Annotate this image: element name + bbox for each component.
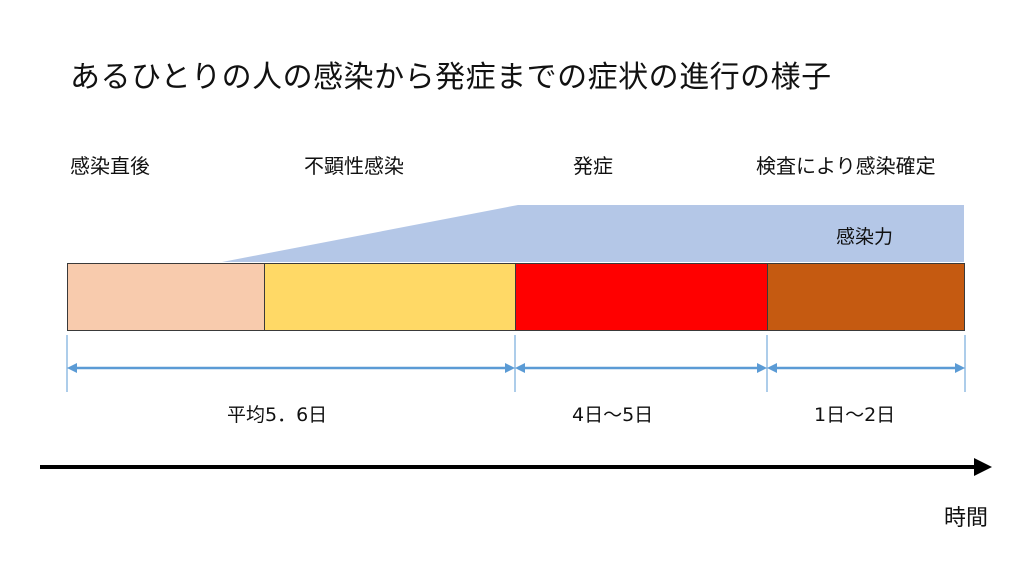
phase-label-immediate: 感染直後 [70,154,150,178]
time-axis-arrowhead [974,458,992,476]
phase-label-onset: 発症 [573,154,613,178]
arrowhead [67,363,77,373]
arrowhead [515,363,525,373]
diagram-title: あるひとりの人の感染から発症までの症状の進行の様子 [70,60,832,95]
phase-label-confirmed: 検査により感染確定 [756,154,936,178]
duration-label-confirm: 1日～2日 [814,404,896,426]
duration-label-onset: 4日～5日 [572,404,654,426]
bar-segment-onset [515,263,768,331]
bar-segment-immediate [67,263,265,331]
bar-segment-confirmed [767,263,965,331]
infectivity-label: 感染力 [836,226,894,248]
dimension-arrows [67,363,965,373]
duration-label-incubation: 平均5．6日 [227,404,328,426]
dimension-ticks [66,335,966,392]
bar-segment-asymptomatic [264,263,516,331]
arrowhead [767,363,777,373]
arrowhead [505,363,515,373]
time-axis-label: 時間 [944,506,989,531]
phase-label-asymptomatic: 不顕性感染 [304,154,404,178]
infectivity-shape [222,205,964,262]
arrowhead [757,363,767,373]
arrowhead [955,363,965,373]
